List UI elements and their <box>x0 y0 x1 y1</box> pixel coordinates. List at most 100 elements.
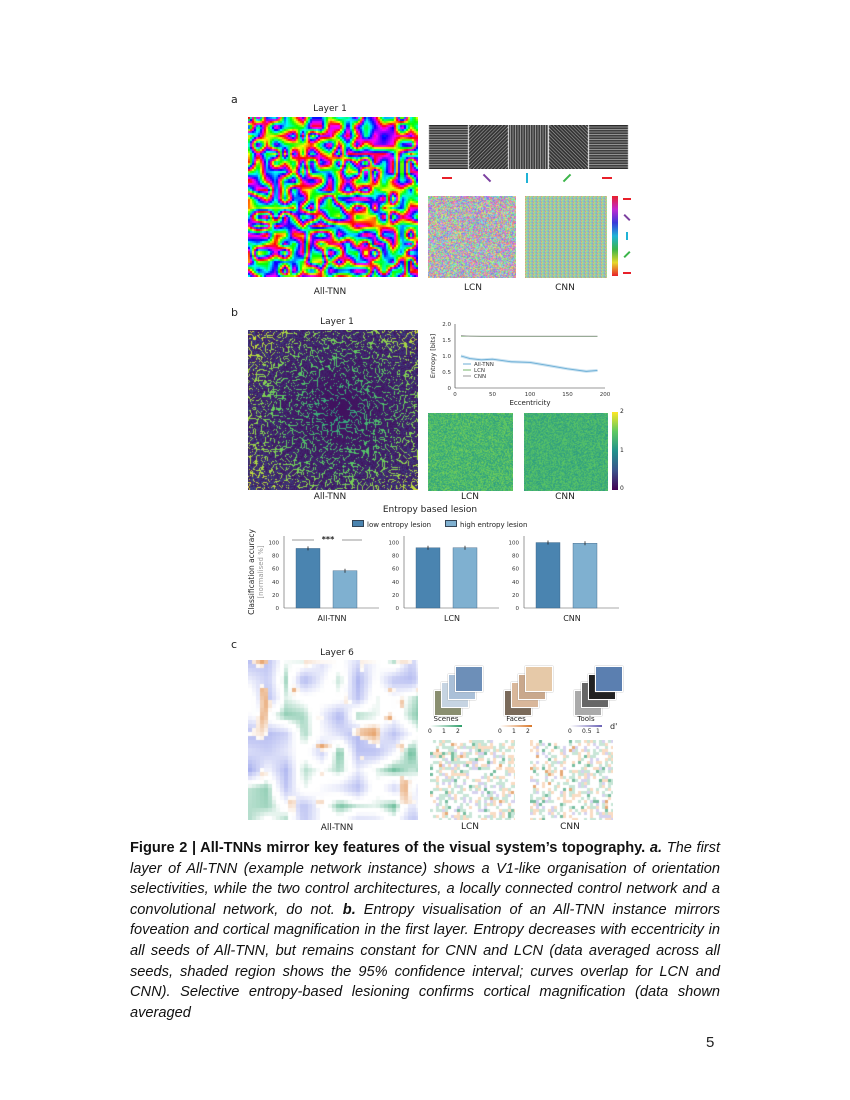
panel-c-layer-title: Layer 6 <box>320 648 354 658</box>
panel-c-label-cnn: CNN <box>560 822 580 832</box>
y-tick-label: 20 <box>512 593 519 599</box>
cnn-entropy-map <box>524 413 608 491</box>
y-tick-label: 60 <box>512 567 519 573</box>
stimulus-image <box>525 666 553 692</box>
legend-label-high: high entropy lesion <box>460 521 528 529</box>
caption-b-text: Entropy visualisation of an All-TNN inst… <box>130 901 720 1021</box>
y-tick-label: 80 <box>392 554 399 560</box>
y-tick-label: 100 <box>389 541 400 547</box>
colorbar-orientation-markers <box>623 198 631 274</box>
group-label: LCN <box>444 614 460 623</box>
all-tnn-entropy-map <box>248 330 418 490</box>
series-line-cnn <box>460 335 598 337</box>
y-tick-label: 0 <box>396 606 400 612</box>
figure-caption: Figure 2 | All-TNNs mirror key features … <box>130 838 720 1023</box>
lesion-title: Entropy based lesion <box>382 505 478 515</box>
dprime-tick: 0 <box>498 728 502 735</box>
dprime-tick: 0.5 <box>582 728 592 735</box>
dprime-tick: 1 <box>442 728 446 735</box>
legend-label-low: low entropy lesion <box>367 521 432 529</box>
lcn-orientation-map <box>428 196 516 278</box>
panel-a-label-lcn: LCN <box>463 283 483 293</box>
dprime-tick: 1 <box>596 728 600 735</box>
y-tick-label: 2.0 <box>442 322 451 328</box>
y-tick-label: 80 <box>272 554 279 560</box>
y-axis-sublabel: [normalised %] <box>257 545 265 598</box>
y-tick-label: 0 <box>516 606 520 612</box>
y-tick-label: 80 <box>512 554 519 560</box>
group-label: CNN <box>563 614 581 623</box>
y-tick-label: 40 <box>392 580 399 586</box>
page-number: 5 <box>706 1034 715 1051</box>
y-tick-label: 100 <box>269 541 280 547</box>
dprime-colorbar <box>430 725 462 727</box>
legend-item-low: low entropy lesion <box>352 520 431 529</box>
y-tick-label: 60 <box>272 567 279 573</box>
orientation-colorbar <box>612 196 618 276</box>
category-name: Tools <box>577 715 595 723</box>
panel-c-letter: c <box>231 638 238 651</box>
entropy-colorbar-tick: 2 <box>620 408 624 415</box>
bar-lcn-high <box>452 547 478 609</box>
dprime-colorbar <box>500 725 532 727</box>
dprime-tick: 2 <box>526 728 530 735</box>
caption-b-label: b. <box>342 901 356 918</box>
panel-a-letter: a <box>231 93 238 106</box>
all-tnn-orientation-map <box>248 117 418 277</box>
y-tick-label: 20 <box>272 593 279 599</box>
legend-item-high: high entropy lesion <box>445 520 527 529</box>
dprime-tick: 1 <box>512 728 516 735</box>
panel-c-label-all-tnn: All-TNN <box>320 823 354 833</box>
panel-b-label-all-tnn: All-TNN <box>313 492 347 502</box>
x-tick-label: 100 <box>525 392 536 398</box>
bar-cnn-low <box>535 542 561 609</box>
dprime-tick: 0 <box>568 728 572 735</box>
entropy-colorbar <box>612 412 618 490</box>
entropy-colorbar-tick: 1 <box>620 447 624 454</box>
all-tnn-category-map <box>248 660 418 820</box>
legend-label: All-TNN <box>474 362 494 368</box>
panel-c-label-lcn: LCN <box>460 822 480 832</box>
category-name: Faces <box>506 715 526 723</box>
entropy-colorbar-tick: 0 <box>620 485 624 492</box>
y-tick-label: 100 <box>509 541 520 547</box>
caption-a-text: The first layer of All-TNN (example netw… <box>130 840 721 918</box>
x-tick-label: 0 <box>453 392 457 398</box>
legend-label: LCN <box>474 368 485 374</box>
x-tick-label: 150 <box>562 392 573 398</box>
orientation-marker <box>623 250 631 259</box>
y-tick-label: 1.0 <box>442 354 451 360</box>
y-tick-label: 60 <box>392 567 399 573</box>
bar-all-tnn-low <box>295 548 321 609</box>
bar-lcn-low <box>415 547 441 609</box>
caption-title: Figure 2 | All-TNNs mirror key features … <box>130 840 646 856</box>
y-axis-label: Classification accuracy <box>247 529 256 615</box>
series-line-all-tnn <box>460 355 598 372</box>
dprime-tick: 0 <box>428 728 432 735</box>
bar-cnn-high <box>572 542 598 609</box>
bar-all-tnn-high <box>332 570 358 609</box>
lesion-legend: low entropy lesion high entropy lesion <box>352 520 527 529</box>
stimulus-image <box>595 666 623 692</box>
category-stimuli: Scenes 0 1 2 Faces 0 1 2 Tools 0 0.5 1 <box>428 660 628 738</box>
panel-a-label-all-tnn: All-TNN <box>313 287 347 297</box>
panel-b-letter: b <box>231 306 238 319</box>
panel-a-label-cnn: CNN <box>555 283 575 293</box>
legend-label: CNN <box>474 374 486 380</box>
category-tools: Tools 0 0.5 1 <box>568 660 628 738</box>
panel-b-label-cnn: CNN <box>555 492 575 502</box>
x-tick-label: 200 <box>600 392 611 398</box>
x-tick-label: 50 <box>489 392 496 398</box>
y-tick-label: 1.5 <box>442 338 451 344</box>
panel-a-layer-title: Layer 1 <box>313 104 347 114</box>
lcn-entropy-map <box>428 413 513 491</box>
caption-a-label: a. <box>649 840 663 856</box>
y-axis-label: Entropy [bits] <box>429 334 437 378</box>
category-faces: Faces 0 1 2 <box>498 660 558 738</box>
y-tick-label: 0.5 <box>442 370 451 376</box>
entropy-eccentricity-chart: 0 50 100 150 200 0 0.5 1.0 1.5 2.0 Eccentricity Ent… <box>429 322 611 407</box>
y-tick-label: 40 <box>272 580 279 586</box>
y-tick-label: 40 <box>512 580 519 586</box>
category-name: Scenes <box>433 715 459 723</box>
